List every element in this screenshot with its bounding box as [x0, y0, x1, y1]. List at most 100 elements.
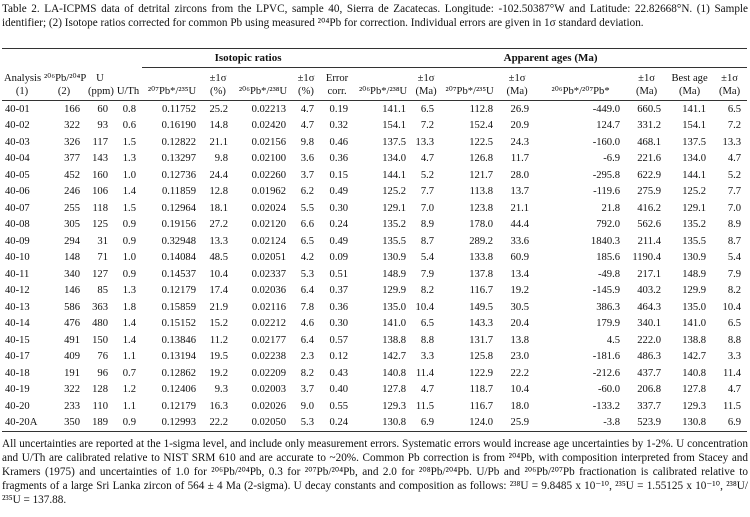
cell: 5.4	[420, 252, 435, 264]
spacer	[2, 49, 142, 68]
cell: 135.5	[382, 235, 407, 247]
cell: 0.02337	[251, 268, 286, 280]
cell: 178.0	[469, 219, 494, 231]
cell: 1.1	[122, 351, 136, 363]
cell: 18.0	[510, 400, 530, 412]
cell: 17.4	[209, 285, 228, 297]
header-line: (1)	[15, 86, 29, 97]
cell: 7.0	[420, 202, 435, 214]
cell: 148	[64, 252, 80, 264]
cell: 5.3	[300, 268, 314, 280]
cell: 0.12822	[161, 136, 196, 148]
cell: -295.8	[592, 169, 621, 181]
header-line: ±1σ	[417, 73, 435, 84]
cell: 166	[64, 103, 80, 115]
header-line: ²⁰⁶Pb*/²³⁸U	[358, 86, 408, 97]
column-header: ²⁰⁷Pb*/²³⁵U	[440, 67, 500, 101]
cell: 191	[64, 367, 80, 379]
cell: 0.6	[122, 120, 136, 132]
cell: 130.9	[382, 252, 407, 264]
header-row: Analysis (1) ²⁰⁶Pb/²⁰⁴Pb (2) U (ppm)U/Th ²⁰⁷Pb…	[2, 67, 748, 101]
header-line: Error	[325, 73, 349, 84]
cell: 6.5	[420, 318, 435, 330]
cell: 40-19	[5, 384, 30, 396]
cell: 5.2	[727, 169, 742, 181]
data-row: 40-12 146 85 1.3 0.12179 17.4 0.02036 6.4 0.37 12…	[2, 283, 747, 300]
cell: 0.02124	[251, 235, 286, 247]
cell: 4.7	[420, 384, 435, 396]
cell: 305	[64, 219, 80, 231]
cell: 40-18	[5, 367, 30, 379]
header-line: ±1σ	[297, 73, 315, 84]
cell: 130.8	[354, 414, 413, 432]
cell: 255	[64, 202, 80, 214]
cell: 0.30	[329, 202, 349, 214]
cell: 6.4	[300, 285, 314, 297]
caption: Table 2. LA-ICPMS data of detrital zirco…	[2, 3, 748, 29]
cell: 0.13194	[161, 351, 196, 363]
cell: 135.5	[682, 235, 707, 247]
cell: 116.7	[469, 285, 494, 297]
cell: 189	[86, 414, 114, 432]
data-row: 40-04 377 143 1.3 0.13297 9.8 0.02100 3.6 0.36 13…	[2, 151, 747, 168]
cell: 1.1	[122, 400, 136, 412]
cell: 40-15	[5, 334, 30, 346]
cell: 18.1	[209, 202, 228, 214]
cell: 6.5	[300, 235, 314, 247]
cell: 152.4	[469, 120, 494, 132]
cell: 20.9	[510, 120, 530, 132]
cell: 21.8	[601, 202, 621, 214]
cell: 0.02420	[251, 120, 286, 132]
column-header: ±1σ (Ma)	[712, 67, 748, 101]
cell: 0.19	[329, 103, 349, 115]
cell: 7.9	[727, 268, 742, 280]
cell: 4.6	[300, 318, 314, 330]
cell: 491	[64, 334, 80, 346]
cell: 6.2	[300, 186, 314, 198]
cell: 480	[92, 318, 108, 330]
header-line: (2)	[57, 86, 71, 97]
cell: 0.32	[329, 120, 349, 132]
cell: 125.2	[382, 186, 407, 198]
cell: 0.51	[329, 268, 349, 280]
cell: 622.9	[637, 169, 662, 181]
cell: 13.8	[510, 334, 530, 346]
cell: 40-09	[5, 235, 30, 247]
cell: 6.5	[727, 318, 742, 330]
cell: 0.14537	[161, 268, 196, 280]
data-row: 40-05 452 160 1.0 0.12736 24.4 0.02260 3.7 0.15 1…	[2, 167, 747, 184]
header-line: ±1σ	[508, 73, 526, 84]
cell: 142.7	[682, 351, 707, 363]
cell: 0.14084	[161, 252, 196, 264]
cell: 85	[97, 285, 108, 297]
cell: 127	[92, 268, 108, 280]
cell: 206.8	[637, 384, 662, 396]
cell: 0.02051	[251, 252, 286, 264]
cell: 123.8	[469, 202, 494, 214]
cell: 4.7	[727, 384, 742, 396]
cell: 22.2	[510, 367, 530, 379]
cell: 7.2	[420, 120, 435, 132]
cell: 13.4	[510, 268, 530, 280]
cell: 8.2	[420, 285, 435, 297]
cell: 24.4	[209, 169, 228, 181]
cell: 6.5	[420, 103, 435, 115]
cell: 8.7	[727, 235, 742, 247]
cell: 3.7	[300, 384, 314, 396]
column-header: ²⁰⁶Pb/²⁰⁴Pb (2)	[42, 67, 86, 101]
header-line: Analysis	[4, 73, 42, 84]
cell: 363	[92, 301, 108, 313]
header-line: ±1σ	[638, 73, 655, 84]
cell: 5.2	[420, 169, 435, 181]
cell: 138.8	[382, 334, 407, 346]
cell: 0.8	[122, 103, 136, 115]
cell: 660.5	[637, 103, 662, 115]
column-header: Best age (Ma)	[667, 67, 713, 101]
cell: 5.4	[727, 252, 742, 264]
cell: 416.2	[637, 202, 662, 214]
cell: 275.9	[637, 186, 662, 198]
cell: 125.2	[682, 186, 707, 198]
header-line: ²⁰⁷Pb*/²³⁵U	[147, 86, 197, 97]
cell: 1.0	[122, 169, 136, 181]
